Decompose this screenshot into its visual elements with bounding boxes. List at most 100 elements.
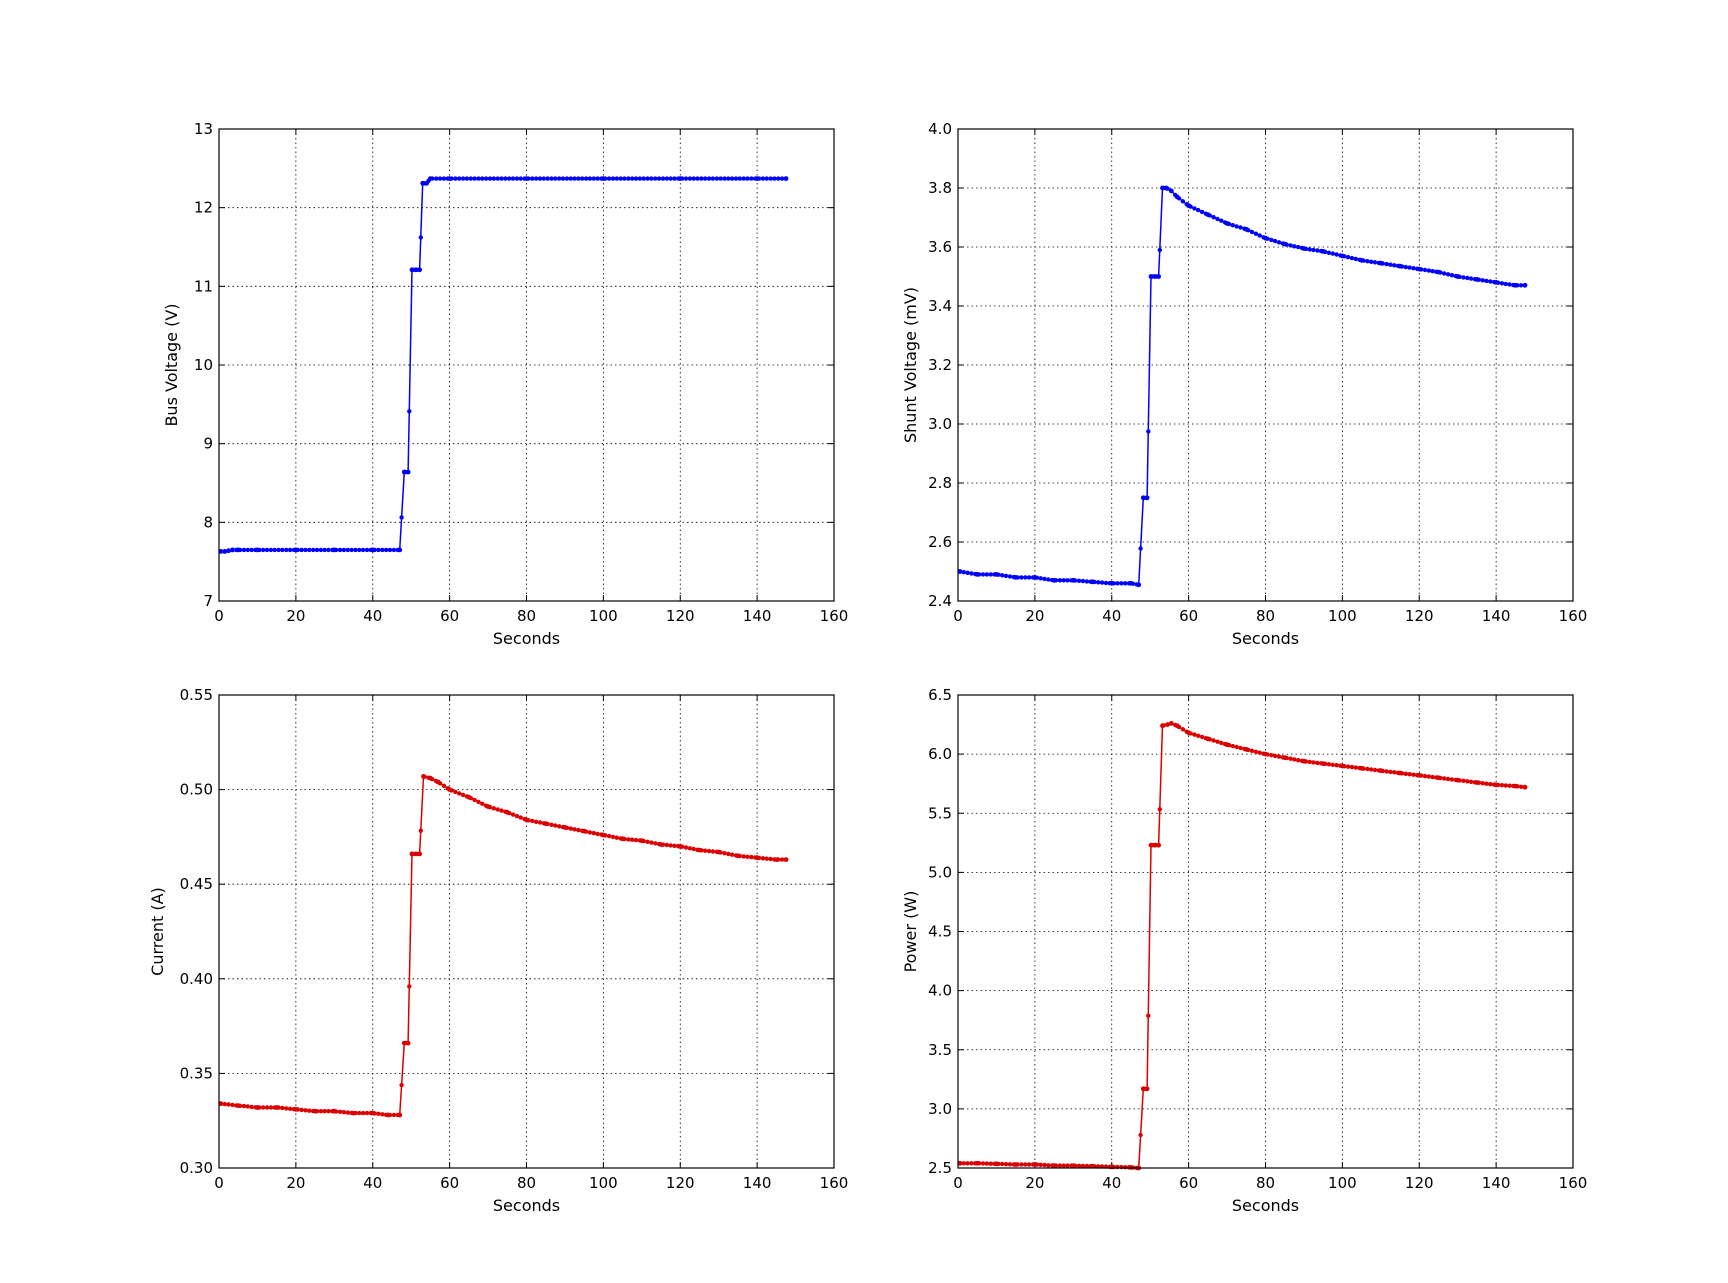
shunt-voltage-data-point — [1484, 278, 1489, 284]
current-data-point — [407, 984, 412, 989]
shunt-voltage-x-tick-label: 140 — [1482, 607, 1511, 625]
current-data-point — [773, 857, 779, 862]
bus-voltage-data-point — [699, 176, 704, 181]
bus-voltage-data-point — [280, 547, 285, 553]
shunt-voltage-y-tick-label: 3.2 — [928, 356, 952, 374]
shunt-voltage-data-point — [1186, 203, 1191, 209]
power-data-point — [961, 1161, 966, 1166]
shunt-voltage-x-tick-label: 120 — [1405, 607, 1434, 625]
bus-voltage-data-point — [622, 176, 627, 181]
power-data-point — [1349, 764, 1355, 770]
bus-voltage-data-point — [460, 176, 466, 181]
power-data-point — [1080, 1163, 1086, 1169]
bus-voltage-data-point — [645, 176, 650, 181]
shunt-voltage-data-point — [1090, 579, 1095, 585]
shunt-voltage-data-point — [1426, 268, 1432, 273]
shunt-voltage-data-point — [1518, 283, 1524, 288]
bus-voltage-data-point — [483, 176, 489, 181]
shunt-voltage-data-point — [1326, 250, 1332, 255]
bus-voltage-data-point — [391, 547, 397, 553]
power-data-point — [1311, 760, 1316, 765]
shunt-voltage-data-point — [1257, 233, 1262, 238]
bus-voltage-data-point — [768, 176, 773, 181]
current-data-point — [345, 1110, 350, 1115]
current-data-point — [491, 806, 496, 811]
shunt-voltage-data-point — [1119, 581, 1124, 586]
power-data-point — [1292, 757, 1297, 762]
shunt-voltage-x-axis-label: Seconds — [1232, 629, 1299, 648]
shunt-voltage-axes-frame — [957, 128, 1574, 602]
bus-voltage-data-point — [303, 547, 308, 553]
bus-voltage-data-point — [434, 176, 439, 181]
shunt-voltage-data-point — [1480, 278, 1485, 283]
power-data-point — [1307, 759, 1312, 765]
bus-voltage-data-point — [591, 176, 596, 181]
shunt-voltage-data-point — [1292, 244, 1297, 249]
power-data-point — [1272, 753, 1278, 759]
current-data-point — [447, 787, 452, 792]
bus-voltage-data-point — [695, 176, 700, 181]
current-data-point — [557, 824, 562, 829]
power-y-tick-label: 5.0 — [928, 863, 952, 881]
shunt-voltage-data-point — [1330, 251, 1336, 256]
shunt-voltage-y-tick-label: 2.8 — [928, 474, 952, 492]
bus-voltage-data-point — [226, 548, 232, 554]
current-data-point — [726, 851, 731, 857]
power-data-point — [1042, 1162, 1047, 1168]
bus-voltage-y-axis-label: Bus Voltage (V) — [162, 303, 181, 426]
power-x-tick-label: 120 — [1405, 1174, 1434, 1192]
bus-voltage-data-point — [499, 176, 504, 181]
power-data-point — [1301, 758, 1307, 764]
bus-voltage-data-point — [418, 235, 423, 240]
bus-voltage-data-point — [413, 267, 419, 273]
power-data-point — [1518, 784, 1524, 789]
current-data-point — [664, 842, 669, 848]
current-data-point — [710, 849, 716, 854]
power-data-point — [1296, 758, 1301, 763]
current-y-axis-label: Current (A) — [148, 887, 167, 976]
power-data-point — [1038, 1162, 1043, 1168]
bus-voltage-data-point — [533, 176, 539, 181]
current-data-point — [620, 836, 625, 842]
shunt-voltage-y-tick-label: 3.0 — [928, 415, 952, 433]
shunt-voltage-data-point — [1407, 265, 1412, 270]
bus-voltage-data-point — [261, 547, 266, 553]
shunt-voltage-y-axis-label: Shunt Voltage (mV) — [901, 287, 920, 443]
power-data-point — [1468, 779, 1474, 784]
shunt-voltage-data-point — [1013, 575, 1019, 580]
bus-voltage-axes-frame — [218, 128, 835, 602]
bus-voltage-data-point — [687, 176, 693, 181]
shunt-voltage-data-point — [1136, 582, 1142, 588]
power-y-tick-label: 6.5 — [928, 686, 952, 704]
current-data-point — [441, 783, 447, 788]
bus-voltage-data-point — [264, 547, 270, 553]
shunt-voltage-data-point — [1272, 238, 1278, 244]
power-data-point — [1359, 765, 1364, 771]
power-data-point — [1422, 773, 1428, 779]
bus-voltage-data-point — [776, 176, 781, 181]
shunt-voltage-data-point — [1468, 276, 1474, 281]
power-data-point — [1288, 756, 1293, 761]
bus-voltage-data-point — [587, 176, 593, 181]
power-data-point — [980, 1161, 986, 1166]
current-data-point — [485, 804, 491, 809]
current-data-point — [499, 808, 504, 813]
current-x-tick-label: 140 — [743, 1174, 772, 1192]
power-x-tick-label: 60 — [1179, 1174, 1198, 1192]
bus-voltage-x-tick-label: 160 — [820, 607, 849, 625]
bus-voltage-data-point — [553, 176, 558, 181]
current-data-point — [562, 825, 568, 830]
bus-voltage-data-point — [420, 180, 426, 186]
current-data-point — [754, 855, 760, 861]
bus-voltage-data-point — [783, 176, 789, 182]
shunt-voltage-data-point — [1076, 578, 1082, 583]
current-x-tick-label: 120 — [666, 1174, 695, 1192]
shunt-voltage-data-point — [1196, 207, 1201, 213]
current-y-tick-label: 0.45 — [180, 875, 213, 893]
bus-voltage-data-point — [618, 176, 623, 181]
shunt-voltage-x-tick-label: 20 — [1025, 607, 1044, 625]
bus-voltage-data-point — [714, 176, 719, 181]
power-x-tick-label: 0 — [953, 1174, 963, 1192]
bus-voltage-data-point — [718, 176, 723, 181]
shunt-voltage-data-point — [1192, 206, 1197, 211]
